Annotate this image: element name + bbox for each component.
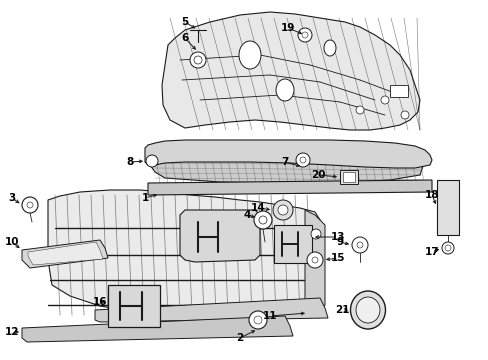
Circle shape (356, 242, 362, 248)
Ellipse shape (350, 291, 385, 329)
Circle shape (253, 211, 271, 229)
Text: 13: 13 (330, 232, 345, 242)
Circle shape (400, 111, 408, 119)
Text: 8: 8 (126, 157, 133, 167)
Text: 20: 20 (310, 170, 325, 180)
Circle shape (259, 216, 266, 224)
Circle shape (355, 106, 363, 114)
Text: 17: 17 (424, 247, 438, 257)
Circle shape (272, 200, 292, 220)
Circle shape (146, 155, 158, 167)
Circle shape (278, 205, 287, 215)
Polygon shape (48, 190, 319, 320)
Polygon shape (22, 316, 292, 342)
Text: 1: 1 (141, 193, 148, 203)
Ellipse shape (239, 41, 261, 69)
Circle shape (444, 245, 450, 251)
Polygon shape (150, 148, 424, 183)
Bar (389, 85, 407, 97)
Bar (436, 180, 458, 235)
Circle shape (306, 252, 323, 268)
Circle shape (297, 28, 311, 42)
Circle shape (295, 153, 309, 167)
Ellipse shape (324, 40, 335, 56)
Text: 11: 11 (262, 311, 277, 321)
Circle shape (351, 237, 367, 253)
Circle shape (380, 96, 388, 104)
Ellipse shape (355, 297, 379, 323)
Text: 19: 19 (280, 23, 295, 33)
Text: 14: 14 (250, 203, 265, 213)
Polygon shape (162, 12, 419, 130)
Text: 15: 15 (330, 253, 345, 263)
Text: 5: 5 (181, 17, 188, 27)
Text: 10: 10 (5, 237, 19, 247)
Bar (342, 172, 354, 182)
Text: 16: 16 (93, 297, 107, 307)
Text: 4: 4 (243, 210, 250, 220)
Polygon shape (180, 210, 260, 262)
Polygon shape (148, 180, 431, 195)
Text: 12: 12 (5, 327, 19, 337)
Circle shape (302, 32, 307, 38)
Text: 18: 18 (424, 190, 438, 200)
Text: 3: 3 (8, 193, 16, 203)
Polygon shape (95, 298, 327, 322)
Ellipse shape (275, 79, 293, 101)
Bar (339, 170, 357, 184)
Polygon shape (22, 240, 108, 268)
Text: 2: 2 (236, 333, 243, 343)
Text: 21: 21 (334, 305, 348, 315)
Circle shape (22, 197, 38, 213)
Circle shape (27, 202, 33, 208)
Circle shape (311, 257, 317, 263)
Circle shape (248, 311, 266, 329)
Circle shape (190, 52, 205, 68)
Polygon shape (28, 242, 103, 265)
Polygon shape (145, 140, 431, 168)
Text: 9: 9 (336, 237, 343, 247)
Circle shape (299, 157, 305, 163)
Text: 6: 6 (181, 33, 188, 43)
Circle shape (310, 229, 320, 239)
Text: 7: 7 (281, 157, 288, 167)
Circle shape (253, 316, 262, 324)
Bar (273, 225, 311, 263)
Circle shape (441, 242, 453, 254)
Polygon shape (305, 210, 325, 312)
Circle shape (194, 56, 202, 64)
Bar (108, 285, 160, 327)
